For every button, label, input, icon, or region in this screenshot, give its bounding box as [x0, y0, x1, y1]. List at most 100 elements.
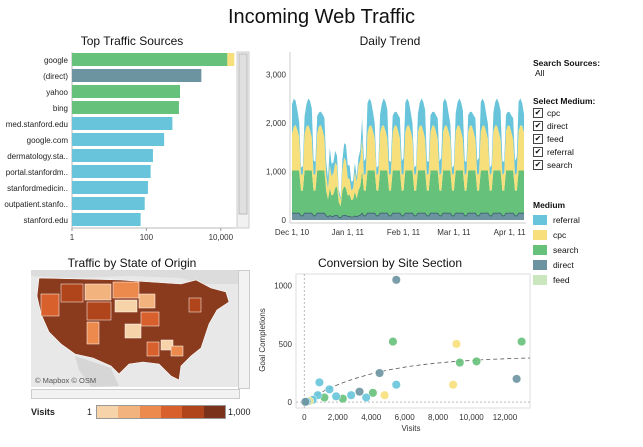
checkbox-icon[interactable]: ✔	[533, 133, 543, 144]
trend-xtick: Feb 1, 11	[387, 228, 421, 237]
medium-option-label: search	[547, 159, 573, 170]
scatter-point	[331, 391, 341, 401]
source-bar	[72, 213, 141, 226]
source-bar	[72, 133, 165, 146]
scatter-point	[391, 380, 401, 390]
checkbox-icon[interactable]: ✔	[533, 120, 543, 131]
ramp-step	[139, 406, 161, 418]
legend-label: direct	[553, 259, 574, 270]
checkbox-icon[interactable]: ✔	[533, 107, 543, 118]
page-title: Incoming Web Traffic	[227, 6, 416, 28]
conversion-xtick: 6,000	[395, 413, 416, 422]
ramp-step	[97, 406, 119, 418]
conversion-title: Conversion by Site Section	[317, 256, 463, 270]
source-tick-label: 1	[70, 233, 75, 242]
scatter-point	[455, 358, 465, 368]
conversion-ytick: 500	[279, 340, 293, 349]
map-title: Traffic by State of Origin	[67, 256, 197, 270]
medium-option-feed[interactable]: ✔ feed	[533, 132, 641, 145]
line-direct	[292, 212, 524, 219]
conversion-xtick: 4,000	[361, 413, 382, 422]
source-bar	[72, 69, 202, 82]
visits-legend-max: 1,000	[228, 407, 251, 417]
medium-option-label: direct	[547, 120, 568, 131]
checkbox-icon[interactable]: ✔	[533, 146, 543, 157]
source-label: google.com	[27, 136, 69, 145]
area-search	[292, 170, 524, 218]
ramp-step	[118, 406, 140, 418]
conversion-xtick: 10,000	[459, 413, 484, 422]
medium-option-label: feed	[547, 133, 564, 144]
legend-item-search[interactable]: search	[533, 242, 641, 257]
medium-legend-heading: Medium	[533, 200, 566, 210]
search-sources-value[interactable]: All	[535, 68, 545, 78]
legend-label: cpc	[553, 229, 567, 240]
legend-swatch	[533, 274, 547, 285]
state-map[interactable]: © Mapbox © OSM	[31, 270, 238, 387]
medium-option-direct[interactable]: ✔ direct	[533, 119, 641, 132]
legend-swatch	[533, 244, 547, 255]
legend-item-cpc[interactable]: cpc	[533, 227, 641, 242]
medium-option-label: referral	[547, 146, 574, 157]
source-label: portal.stanfordm..	[6, 168, 68, 177]
visits-legend-label: Visits	[31, 407, 55, 417]
conversion-chart: Goal Completions Visits 1000 500 00 2,000 4,…	[258, 273, 531, 433]
trend-xtick: Apr 1, 11	[494, 228, 526, 237]
legend-label: referral	[553, 214, 580, 225]
conversion-ytick: 0	[288, 398, 293, 407]
map-v-scrollbar[interactable]	[238, 270, 250, 389]
scatter-point	[300, 397, 310, 407]
conversion-xlabel: Visits	[402, 424, 421, 433]
source-bar	[72, 101, 179, 114]
trend-ytick: 0	[282, 216, 287, 225]
checkbox-icon[interactable]: ✔	[533, 159, 543, 170]
legend-swatch	[533, 214, 547, 225]
top-sources-chart: google (direct) yahoo bing med.stanford.edu g…	[4, 51, 250, 242]
scatter-point	[451, 339, 462, 349]
scatter-point	[380, 390, 390, 400]
scatter-point	[361, 392, 371, 403]
source-label: stanfordmedicin..	[7, 184, 68, 193]
legend-swatch	[533, 229, 547, 240]
trend-xtick: Mar 1, 11	[437, 228, 471, 237]
scatter-point	[354, 387, 365, 397]
source-bar	[72, 117, 173, 130]
map-h-scrollbar[interactable]	[31, 389, 240, 399]
top-sources-scroll-thumb[interactable]	[238, 53, 248, 215]
legend-item-direct[interactable]: direct	[533, 257, 641, 272]
scatter-point	[375, 368, 385, 378]
daily-trend-chart: 3,000 2,000 1,000 0 Dec 1, 10 Jan 1, 11 Feb 1,…	[266, 52, 526, 237]
medium-option-referral[interactable]: ✔ referral	[533, 145, 641, 158]
top-sources-title: Top Traffic Sources	[80, 34, 184, 48]
source-bar	[72, 181, 148, 194]
medium-option-search[interactable]: ✔ search	[533, 158, 641, 171]
trend-ytick: 1,000	[266, 168, 287, 177]
legend-label: search	[553, 244, 579, 255]
source-label: (direct)	[43, 72, 68, 81]
visits-legend-min: 1	[87, 407, 93, 417]
medium-option-cpc[interactable]: ✔ cpc	[533, 106, 641, 119]
trend-ytick: 2,000	[266, 119, 287, 128]
ramp-step	[182, 406, 204, 418]
conversion-xtick: 8,000	[428, 413, 449, 422]
scatter-point	[512, 374, 522, 384]
scatter-point	[471, 356, 482, 366]
map-credit: © Mapbox © OSM	[35, 376, 97, 385]
scatter-point	[388, 337, 398, 347]
legend-item-referral[interactable]: referral	[533, 212, 641, 227]
ramp-step	[160, 406, 183, 418]
trend-xtick: Jan 1, 11	[332, 228, 365, 237]
source-bar	[72, 197, 145, 210]
search-sources-heading: Search Sources:	[533, 58, 601, 68]
area-cpc	[292, 125, 524, 207]
area-referral	[292, 98, 524, 200]
trend-xtick: Dec 1, 10	[275, 228, 310, 237]
source-label: yahoo	[46, 88, 68, 97]
source-bar	[72, 53, 228, 66]
conversion-ytick: 1000	[274, 282, 292, 291]
scatter-point	[368, 388, 378, 398]
source-label: stanford.edu	[24, 216, 68, 225]
legend-item-feed[interactable]: feed	[533, 272, 641, 287]
source-bar-cpc	[227, 53, 235, 66]
source-bar	[72, 165, 151, 178]
